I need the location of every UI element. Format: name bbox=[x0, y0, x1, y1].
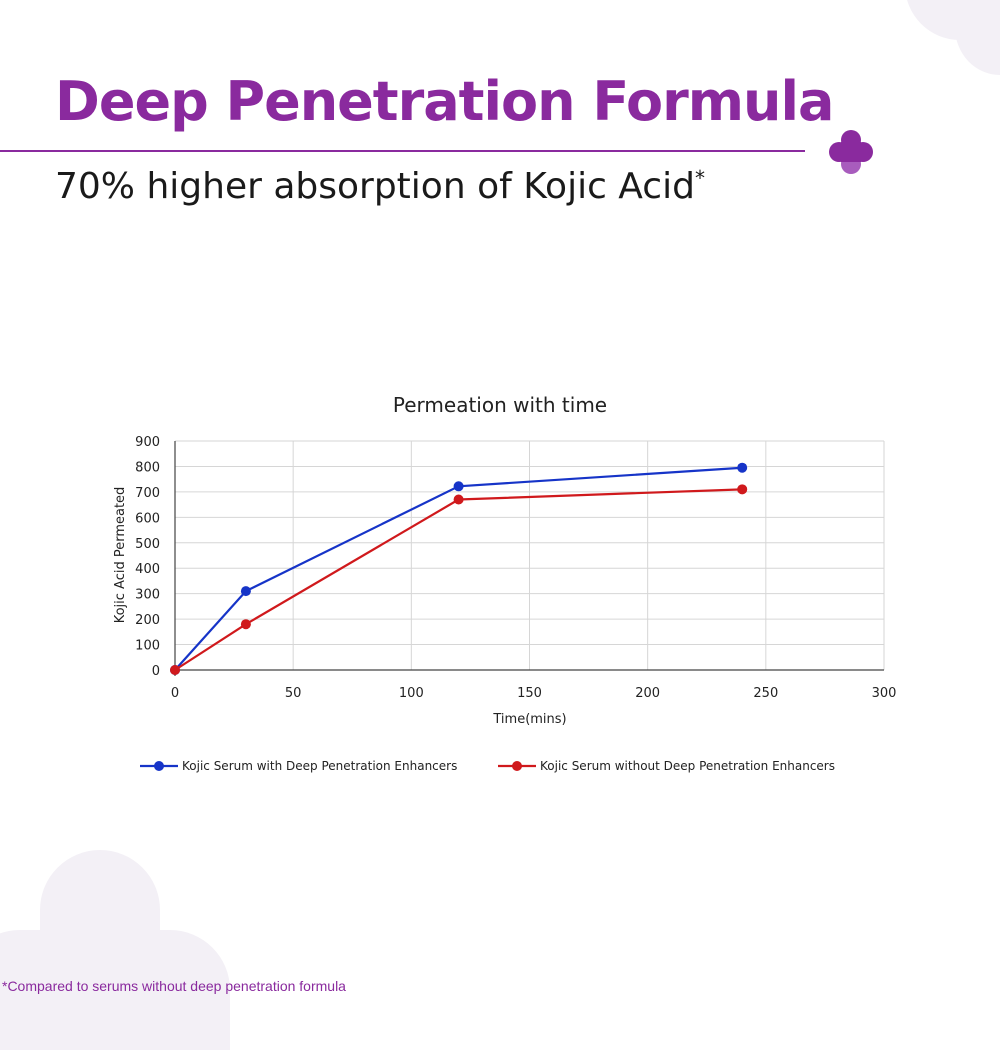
x-tick-label: 200 bbox=[635, 686, 660, 701]
data-point bbox=[453, 494, 464, 505]
series-line bbox=[174, 466, 743, 671]
legend-label: Kojic Serum with Deep Penetration Enhanc… bbox=[182, 759, 457, 773]
title-divider bbox=[0, 150, 805, 152]
chart-title: Permeation with time bbox=[393, 393, 607, 417]
legend-swatch-marker bbox=[512, 761, 522, 771]
x-tick-label: 150 bbox=[517, 686, 542, 701]
x-axis-ticks: 0 50 100 150 200 250 300 bbox=[171, 686, 897, 701]
data-point bbox=[453, 481, 464, 492]
x-tick-label: 100 bbox=[399, 686, 424, 701]
data-point bbox=[737, 484, 748, 495]
y-tick-label: 900 bbox=[135, 435, 160, 450]
x-tick-label: 300 bbox=[872, 686, 897, 701]
y-tick-label: 200 bbox=[135, 613, 160, 628]
plus-icon bbox=[829, 130, 873, 174]
chart-series bbox=[170, 462, 748, 675]
page-title: Deep Penetration Formula bbox=[55, 70, 834, 133]
chart-grid bbox=[174, 440, 885, 671]
data-point bbox=[240, 619, 251, 630]
y-tick-label: 0 bbox=[152, 664, 160, 679]
asterisk-mark: * bbox=[694, 166, 705, 190]
y-tick-label: 800 bbox=[135, 460, 160, 475]
y-tick-label: 300 bbox=[135, 588, 160, 603]
data-point bbox=[737, 462, 748, 473]
y-axis-ticks: 0 100 200 300 400 500 600 700 800 900 bbox=[135, 435, 160, 679]
x-tick-label: 50 bbox=[285, 686, 302, 701]
series-line bbox=[174, 488, 743, 671]
y-tick-label: 400 bbox=[135, 562, 160, 577]
y-axis-label: Kojic Acid Permeated bbox=[113, 487, 128, 624]
x-tick-label: 250 bbox=[753, 686, 778, 701]
footnote: *Compared to serums without deep penetra… bbox=[2, 978, 346, 994]
y-tick-label: 600 bbox=[135, 511, 160, 526]
line-chart: Permeation with time 0100200300400500600… bbox=[113, 393, 897, 773]
legend-swatch-marker bbox=[154, 761, 164, 771]
x-axis-label: Time(mins) bbox=[492, 712, 566, 727]
y-tick-label: 500 bbox=[135, 537, 160, 552]
legend-label: Kojic Serum without Deep Penetration Enh… bbox=[540, 759, 835, 773]
chart-legend: Kojic Serum with Deep Penetration Enhanc… bbox=[140, 759, 835, 773]
chart-axes bbox=[171, 441, 884, 676]
x-tick-label: 0 bbox=[171, 686, 179, 701]
data-point bbox=[170, 665, 180, 675]
page-subtitle: 70% higher absorption of Kojic Acid* bbox=[55, 166, 705, 207]
y-tick-label: 100 bbox=[135, 639, 160, 654]
y-tick-label: 700 bbox=[135, 486, 160, 501]
data-point bbox=[240, 586, 251, 597]
